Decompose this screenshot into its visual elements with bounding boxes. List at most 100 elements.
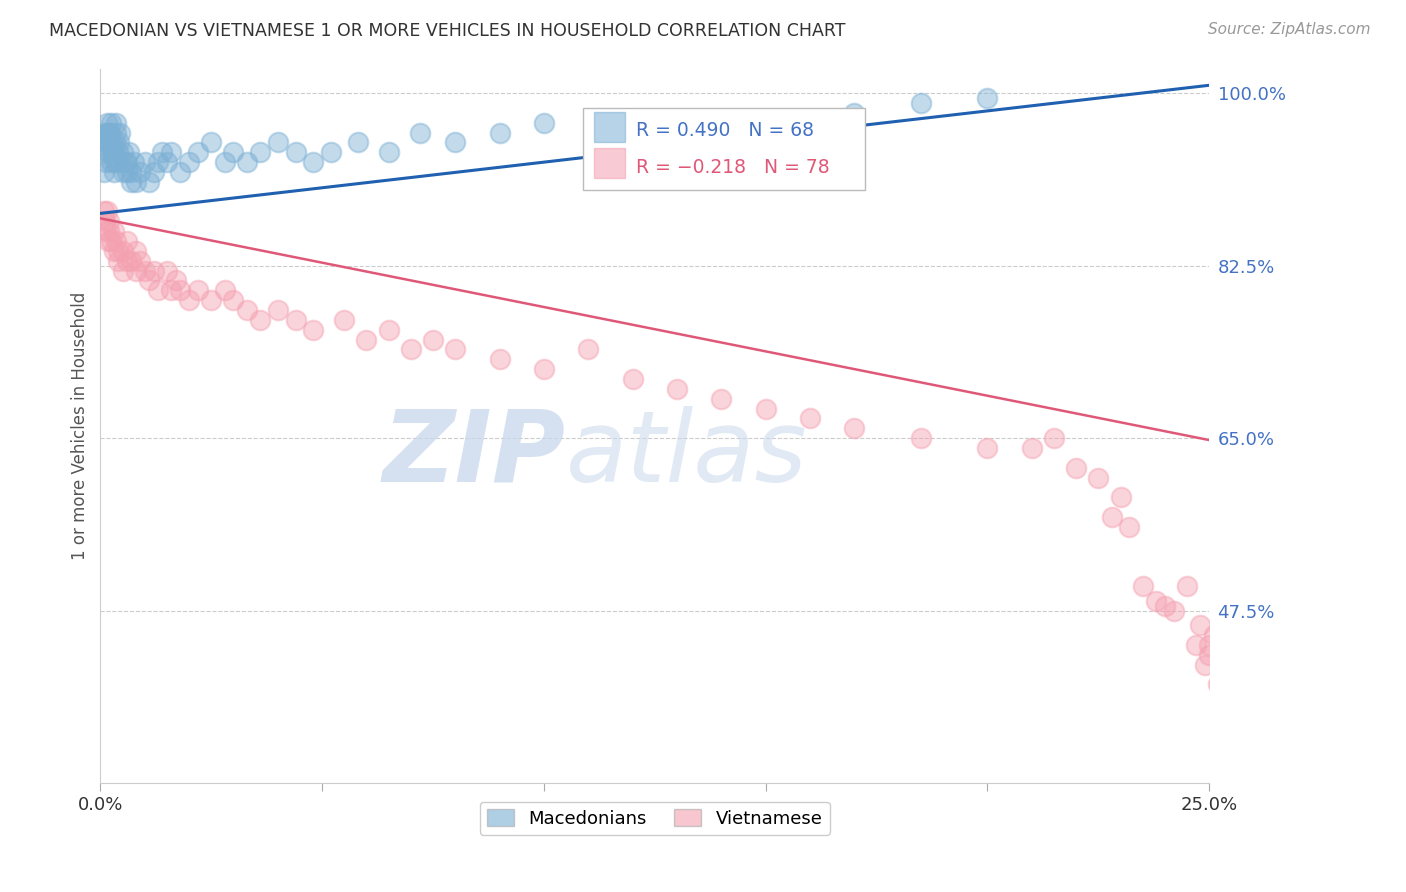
Point [104, 126, 127, 140]
Point [1153, 599, 1175, 613]
Point [249, 313, 271, 327]
Point [100, 116, 122, 130]
Point [156, 263, 179, 277]
Legend: Macedonians, Vietnamese: Macedonians, Vietnamese [479, 802, 830, 835]
Point [488, 352, 510, 367]
Point [1198, 638, 1220, 652]
Point [156, 155, 179, 169]
Point [1212, 697, 1234, 711]
Point [200, 136, 222, 150]
Point [103, 224, 125, 238]
Point [533, 116, 555, 130]
Point [97, 234, 120, 248]
Point [101, 136, 124, 150]
Point [844, 421, 866, 435]
Point [134, 155, 156, 169]
Point [235, 303, 257, 318]
Point [377, 323, 399, 337]
Point [118, 145, 141, 160]
Point [110, 126, 132, 140]
Point [103, 155, 125, 169]
Point [187, 145, 209, 160]
Point [97, 126, 120, 140]
Point [409, 126, 432, 140]
Point [444, 136, 467, 150]
Point [104, 136, 127, 150]
Point [160, 145, 183, 160]
FancyBboxPatch shape [582, 108, 866, 190]
Point [356, 333, 378, 347]
Point [94, 136, 117, 150]
Text: R = −0.218   N = 78: R = −0.218 N = 78 [636, 158, 830, 178]
Point [146, 155, 169, 169]
Point [100, 234, 122, 248]
Point [94, 155, 117, 169]
Point [1101, 510, 1123, 524]
Point [249, 145, 271, 160]
Point [214, 155, 236, 169]
Point [1216, 687, 1239, 701]
Point [1194, 657, 1216, 672]
Point [98, 214, 121, 228]
Point [422, 333, 444, 347]
Point [799, 411, 821, 425]
Point [138, 273, 160, 287]
Text: atlas: atlas [567, 406, 807, 503]
Point [1144, 593, 1167, 607]
Point [111, 145, 134, 160]
Point [222, 293, 245, 307]
Point [94, 145, 117, 160]
Point [107, 155, 129, 169]
Point [134, 263, 156, 277]
Point [444, 343, 467, 357]
Point [105, 116, 128, 130]
Point [177, 155, 200, 169]
Point [1189, 618, 1212, 632]
Point [107, 145, 129, 160]
Point [125, 175, 148, 189]
Text: MACEDONIAN VS VIETNAMESE 1 OR MORE VEHICLES IN HOUSEHOLD CORRELATION CHART: MACEDONIAN VS VIETNAMESE 1 OR MORE VEHIC… [49, 22, 846, 40]
Point [1043, 431, 1066, 445]
Point [284, 313, 307, 327]
Point [169, 165, 191, 179]
Point [93, 204, 115, 219]
Point [599, 126, 621, 140]
Point [1132, 579, 1154, 593]
Point [177, 293, 200, 307]
Point [103, 165, 125, 179]
Point [93, 165, 115, 179]
Point [101, 145, 124, 160]
Point [120, 175, 142, 189]
Point [115, 155, 138, 169]
Point [755, 401, 778, 416]
Point [1198, 648, 1220, 662]
Point [100, 155, 122, 169]
Point [98, 145, 121, 160]
Point [111, 165, 134, 179]
Point [1175, 579, 1198, 593]
Point [302, 155, 325, 169]
Point [129, 253, 152, 268]
Point [160, 283, 183, 297]
Point [1185, 638, 1208, 652]
Point [844, 106, 866, 120]
Point [114, 155, 136, 169]
Point [488, 126, 510, 140]
Point [125, 263, 148, 277]
FancyBboxPatch shape [593, 148, 624, 178]
Point [103, 145, 125, 160]
Point [142, 263, 165, 277]
Point [104, 234, 127, 248]
Point [1064, 460, 1087, 475]
Point [1109, 490, 1132, 504]
Point [120, 165, 142, 179]
Point [142, 165, 165, 179]
Point [94, 224, 117, 238]
Point [96, 126, 118, 140]
Point [1163, 604, 1185, 618]
Point [1206, 677, 1229, 691]
Point [1220, 667, 1243, 681]
Point [399, 343, 422, 357]
Point [115, 165, 138, 179]
Point [284, 145, 307, 160]
